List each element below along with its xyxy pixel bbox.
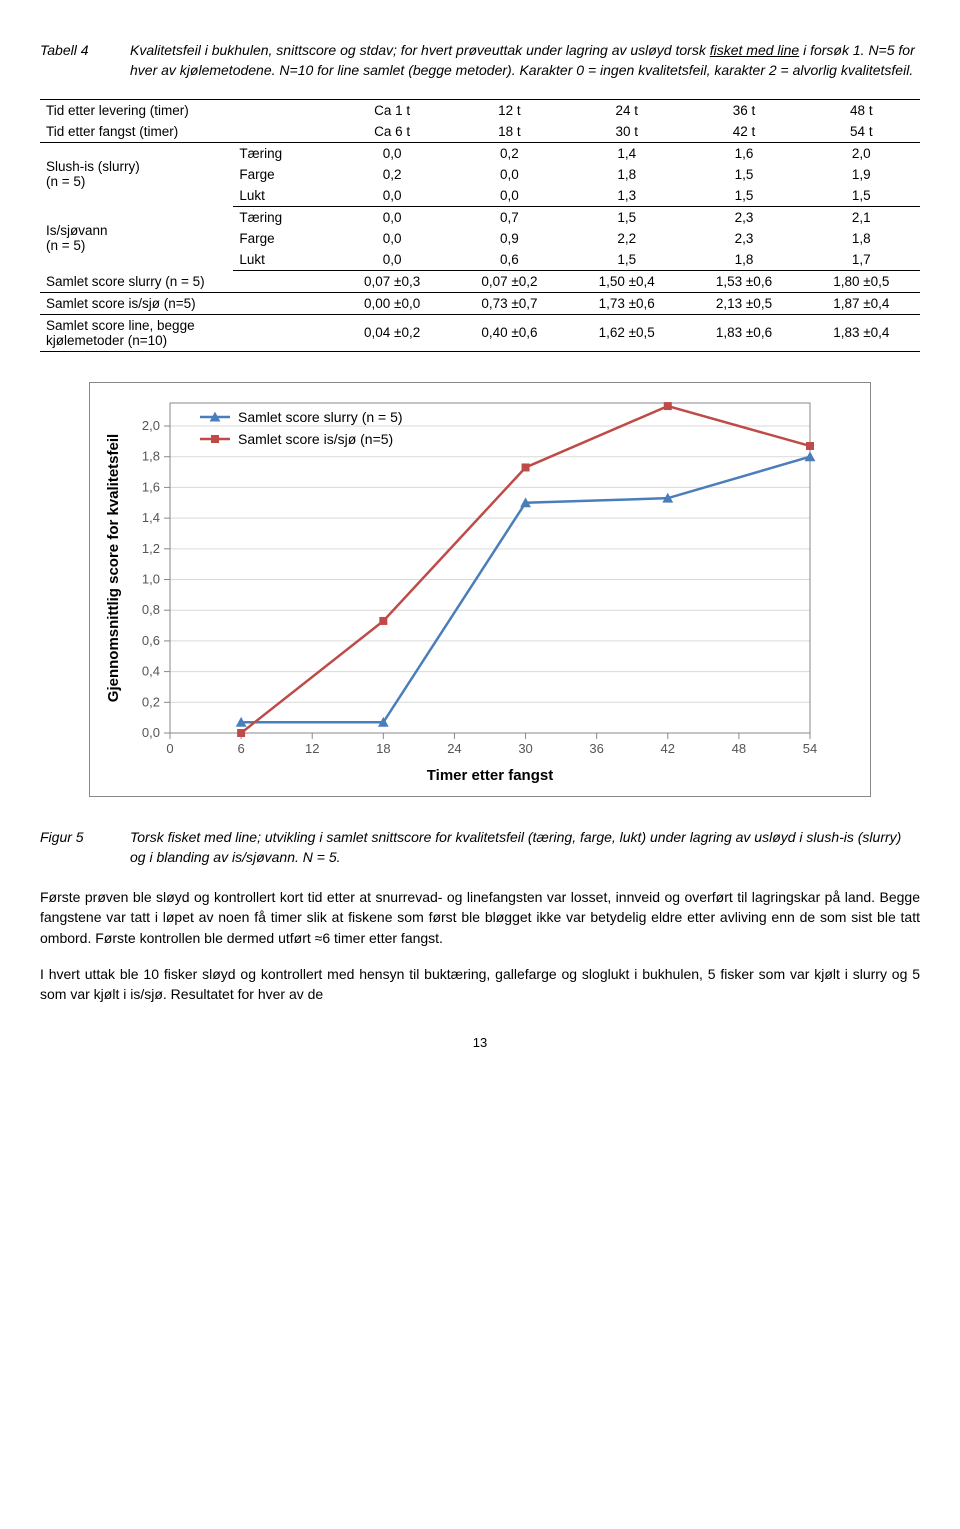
svg-text:Samlet score is/sjø (n=5): Samlet score is/sjø (n=5) [238,431,393,447]
table4-label: Tabell 4 [40,40,130,81]
svg-text:6: 6 [237,741,244,756]
svg-text:0,2: 0,2 [142,694,160,709]
table4-text: Kvalitetsfeil i bukhulen, snittscore og … [130,40,920,81]
figure5-label: Figur 5 [40,827,130,868]
svg-text:Timer etter fangst: Timer etter fangst [427,767,553,784]
figure5-caption: Figur 5 Torsk fisket med line; utvikling… [40,827,920,868]
svg-text:0,0: 0,0 [142,725,160,740]
svg-text:36: 36 [589,741,603,756]
svg-text:48: 48 [732,741,746,756]
figure5-text: Torsk fisket med line; utvikling i samle… [130,827,920,868]
paragraph-1: Første prøven ble sløyd og kontrollert k… [40,887,920,948]
line-chart: 0 6 12 18 24 30 36 42 48 54 0,0 0,2 0,4 0,6 0,8 1,0 1,2 1… [100,393,830,788]
svg-text:30: 30 [518,741,532,756]
svg-text:0,4: 0,4 [142,663,160,678]
svg-text:24: 24 [447,741,461,756]
svg-text:54: 54 [803,741,817,756]
svg-text:1,6: 1,6 [142,479,160,494]
svg-text:1,8: 1,8 [142,448,160,463]
svg-text:0: 0 [166,741,173,756]
svg-text:Gjennomsnittlig score for kval: Gjennomsnittlig score for kvalitetsfeil [105,433,122,701]
svg-text:0,6: 0,6 [142,633,160,648]
svg-text:18: 18 [376,741,390,756]
svg-text:2,0: 2,0 [142,418,160,433]
paragraph-2: I hvert uttak ble 10 fisker sløyd og kon… [40,964,920,1005]
svg-text:1,2: 1,2 [142,540,160,555]
svg-text:Samlet score slurry (n = 5): Samlet score slurry (n = 5) [238,409,403,425]
quality-table: Tid etter levering (timer)Ca 1 t12 t24 t… [40,99,920,352]
svg-text:1,0: 1,0 [142,571,160,586]
table4-caption: Tabell 4 Kvalitetsfeil i bukhulen, snitt… [40,40,920,81]
page-number: 13 [40,1035,920,1050]
svg-text:0,8: 0,8 [142,602,160,617]
svg-text:42: 42 [661,741,675,756]
chart-container: 0 6 12 18 24 30 36 42 48 54 0,0 0,2 0,4 0,6 0,8 1,0 1,2 1… [89,382,871,797]
svg-text:12: 12 [305,741,319,756]
svg-text:1,4: 1,4 [142,510,160,525]
